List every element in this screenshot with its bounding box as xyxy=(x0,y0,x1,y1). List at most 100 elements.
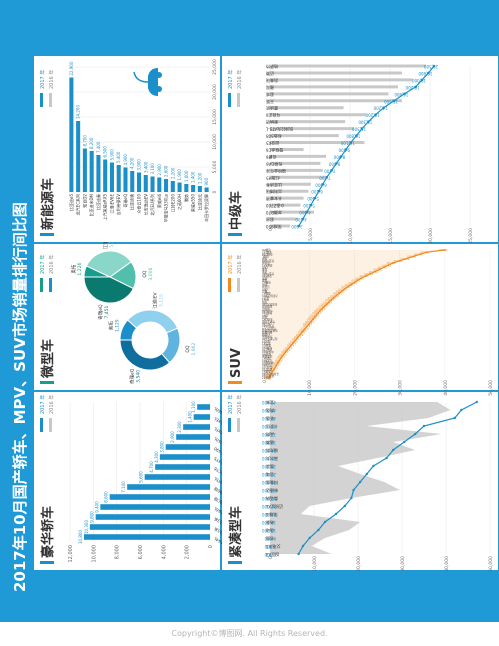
point-2017 xyxy=(453,416,456,420)
category-label: 雪佛兰创酷 xyxy=(262,320,275,324)
chart-suv: SUV 2017 年 2016 年 0 10,000 20,000 30,000 40,000… xyxy=(222,244,498,396)
bar-2017 xyxy=(109,494,210,500)
data-label: 10,800 xyxy=(306,318,315,322)
data-label: 19,200 xyxy=(344,283,353,287)
data-label: 40,000 xyxy=(438,248,447,252)
point-2017 xyxy=(292,342,294,345)
data-label: 3,700 xyxy=(276,357,284,361)
category-label: 翼虎 xyxy=(262,289,268,293)
category-label: 奇骏 xyxy=(262,268,268,272)
legend-label-2017: 2017 年 xyxy=(39,395,46,414)
slice-value: 3,006 xyxy=(148,268,154,281)
title-group: 2017年10月国产轿车、MPV、SUV市场销量排行间比图 xyxy=(11,202,29,592)
data-label: 1,600 xyxy=(266,372,274,376)
data-label: 14,200 xyxy=(373,106,387,111)
point-2017 xyxy=(419,253,421,256)
data-label: 19,800 xyxy=(418,71,432,76)
point-2017 xyxy=(364,275,367,277)
title-marker xyxy=(228,381,242,384)
y-tick-label: 长安逸动EV xyxy=(142,194,148,216)
point-2017 xyxy=(271,370,274,373)
category-label: 名爵6 xyxy=(266,154,277,160)
data-label: 4,200 xyxy=(130,157,135,169)
point-2017 xyxy=(308,536,311,540)
slice-value: 3,540 xyxy=(135,370,141,383)
data-label: 33,000 xyxy=(262,432,276,437)
data-label: 36,000 xyxy=(420,250,429,254)
data-label: 900 xyxy=(204,177,209,185)
category-label: 锐界 xyxy=(262,315,268,319)
value-tick-label: 20,000 xyxy=(356,556,362,572)
data-label: 1,100 xyxy=(191,401,196,413)
x-tick-label: 0 xyxy=(212,190,218,193)
legend-swatch-2017 xyxy=(228,278,231,292)
legend-swatch-2017 xyxy=(40,93,43,107)
point-2017 xyxy=(353,281,356,284)
category-label: 索纳塔 xyxy=(266,120,278,126)
legend-label-2016: 2016 年 xyxy=(236,70,243,89)
panel-title: 新能源车 xyxy=(40,178,56,230)
data-label: 3,400 xyxy=(275,359,283,363)
data-label: 11,600 xyxy=(310,313,319,317)
point-2017 xyxy=(310,320,312,323)
value-tick-label: 40,000 xyxy=(444,556,450,572)
point-2017 xyxy=(297,224,301,228)
data-label: 25,500 xyxy=(373,268,382,272)
data-label: 8,800 xyxy=(299,328,307,332)
point-2017 xyxy=(328,301,330,303)
point-2017 xyxy=(334,512,338,516)
value-tick-label: 5,000 xyxy=(308,228,314,241)
category-label: 大众途岳 xyxy=(262,335,273,339)
y-tick-label: 0 xyxy=(208,545,214,548)
point-2017 xyxy=(317,189,321,193)
category-label: 科鲁兹 xyxy=(266,480,278,486)
bar-2017 xyxy=(144,474,211,480)
category-label: 逍客 xyxy=(262,270,268,274)
point-2017 xyxy=(405,257,408,260)
category-label: BJ40 xyxy=(262,313,268,317)
value-tick-label: 50,000 xyxy=(488,556,494,572)
category-label: 野马T70 xyxy=(262,368,272,372)
category-label: 桑塔纳 xyxy=(266,496,278,502)
category-label: 英朗 xyxy=(266,432,274,438)
data-label: 2,200 xyxy=(170,167,175,179)
point-2017 xyxy=(306,325,309,327)
category-label: 荣威RX5 xyxy=(262,263,273,267)
category-label: 传祺GS8 xyxy=(262,309,273,313)
title-marker xyxy=(40,561,54,564)
slice-label: 江淮iEV xyxy=(151,292,158,309)
data-label: 30,000 xyxy=(393,259,402,263)
category-label: 凯翼X5 xyxy=(262,370,271,374)
legend-swatch-2016 xyxy=(49,418,52,432)
bar-2017 xyxy=(155,464,211,470)
panel-title: 微型车 xyxy=(40,339,56,379)
legend-label-2017: 2017 年 xyxy=(227,395,234,414)
category-label: 荣威i6 xyxy=(266,512,278,518)
data-label: 28,500 xyxy=(386,261,395,265)
point-2017 xyxy=(343,288,346,290)
value-tick-label: 10,000 xyxy=(312,556,318,572)
category-label: 雪佛兰探界者 xyxy=(262,328,278,332)
bar-2017 xyxy=(157,177,162,192)
legend-label-2016: 2016 年 xyxy=(236,395,243,414)
category-label: 哈弗H2 xyxy=(262,281,271,285)
legend-label-2017: 2017 年 xyxy=(227,255,234,274)
bar-2017 xyxy=(159,454,210,460)
data-label: 4,600 xyxy=(299,210,311,215)
point-2017 xyxy=(443,249,446,251)
data-label: 7,100 xyxy=(121,481,126,493)
data-label: 13,200 xyxy=(365,113,379,118)
data-label: 12,000 xyxy=(312,311,321,315)
y-tick-label: 比亚迪e5 xyxy=(68,194,74,211)
category-label: 比亚迪秦 xyxy=(266,182,282,188)
point-2017 xyxy=(360,277,363,280)
data-label: 11,200 xyxy=(308,315,317,319)
point-2017 xyxy=(403,92,406,96)
data-label: 1,300 xyxy=(265,374,273,378)
point-2017 xyxy=(420,78,424,82)
data-label: 2,600 xyxy=(164,165,169,177)
title-marker xyxy=(228,561,242,564)
data-label: 31,500 xyxy=(400,257,409,261)
data-label: 10,800 xyxy=(78,530,83,544)
y-tick-label: 北汽EU系列 xyxy=(149,194,155,215)
